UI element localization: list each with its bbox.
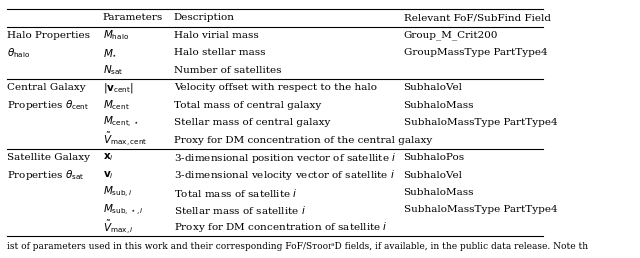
Text: Group_M_Crit200: Group_M_Crit200 [404,30,498,40]
Text: SubhaloMassType PartType4: SubhaloMassType PartType4 [404,205,557,214]
Text: Central Galaxy: Central Galaxy [7,83,86,92]
Text: Total mass of central galaxy: Total mass of central galaxy [173,101,321,110]
Text: SubhaloMass: SubhaloMass [404,101,474,110]
Text: 3-dimensional velocity vector of satellite $i$: 3-dimensional velocity vector of satelli… [173,168,395,182]
Text: Properties $\theta_{\mathrm{cent}}$: Properties $\theta_{\mathrm{cent}}$ [7,98,89,112]
Text: $M_{\mathrm{cent}}$: $M_{\mathrm{cent}}$ [102,98,129,112]
Text: Halo virial mass: Halo virial mass [173,31,259,40]
Text: Proxy for DM concentration of satellite $i$: Proxy for DM concentration of satellite … [173,220,387,235]
Text: GroupMassType PartType4: GroupMassType PartType4 [404,48,547,57]
Text: ist of parameters used in this work and their corresponding FoF/SᴛᴏᴏɪᵊD fields, : ist of parameters used in this work and … [7,242,588,251]
Text: Stellar mass of central galaxy: Stellar mass of central galaxy [173,118,330,127]
Text: Velocity offset with respect to the halo: Velocity offset with respect to the halo [173,83,377,92]
Text: $\tilde{V}_{\mathrm{max},i}$: $\tilde{V}_{\mathrm{max},i}$ [102,218,133,237]
Text: Total mass of satellite $i$: Total mass of satellite $i$ [173,187,298,198]
Text: $M_{\mathrm{cent},\star}$: $M_{\mathrm{cent},\star}$ [102,115,138,130]
Text: $\tilde{V}_{\mathrm{max,cent}}$: $\tilde{V}_{\mathrm{max,cent}}$ [102,131,147,149]
Text: $M_{\star}$: $M_{\star}$ [102,47,117,59]
Text: $M_{\mathrm{sub},i}$: $M_{\mathrm{sub},i}$ [102,185,132,200]
Text: Stellar mass of satellite $i$: Stellar mass of satellite $i$ [173,204,306,216]
Text: Parameters: Parameters [102,13,163,22]
Text: Halo Properties: Halo Properties [7,31,90,40]
Text: Relevant FoF/SubFind Field: Relevant FoF/SubFind Field [404,13,550,22]
Text: SubhaloMass: SubhaloMass [404,188,474,197]
Text: SubhaloPos: SubhaloPos [404,153,465,162]
Text: Description: Description [173,13,235,22]
Text: Halo stellar mass: Halo stellar mass [173,48,265,57]
Text: Number of satellites: Number of satellites [173,66,281,75]
Text: $M_{\mathrm{sub},\star,i}$: $M_{\mathrm{sub},\star,i}$ [102,203,143,217]
Text: $\theta_{\mathrm{halo}}$: $\theta_{\mathrm{halo}}$ [7,46,30,60]
Text: $N_{\mathrm{sat}}$: $N_{\mathrm{sat}}$ [102,63,124,77]
Text: $|\mathbf{v}_{\mathrm{cent}}|$: $|\mathbf{v}_{\mathrm{cent}}|$ [102,81,133,95]
Text: $\mathbf{x}_i$: $\mathbf{x}_i$ [102,152,113,164]
Text: $M_{\mathrm{halo}}$: $M_{\mathrm{halo}}$ [102,28,129,42]
Text: Properties $\theta_{\mathrm{sat}}$: Properties $\theta_{\mathrm{sat}}$ [7,168,84,182]
Text: Proxy for DM concentration of the central galaxy: Proxy for DM concentration of the centra… [173,136,432,144]
Text: SubhaloMassType PartType4: SubhaloMassType PartType4 [404,118,557,127]
Text: Satellite Galaxy: Satellite Galaxy [7,153,90,162]
Text: $\mathbf{v}_i$: $\mathbf{v}_i$ [102,169,113,181]
Text: 3-dimensional position vector of satellite $i$: 3-dimensional position vector of satelli… [173,151,396,165]
Text: SubhaloVel: SubhaloVel [404,83,463,92]
Text: SubhaloVel: SubhaloVel [404,171,463,180]
